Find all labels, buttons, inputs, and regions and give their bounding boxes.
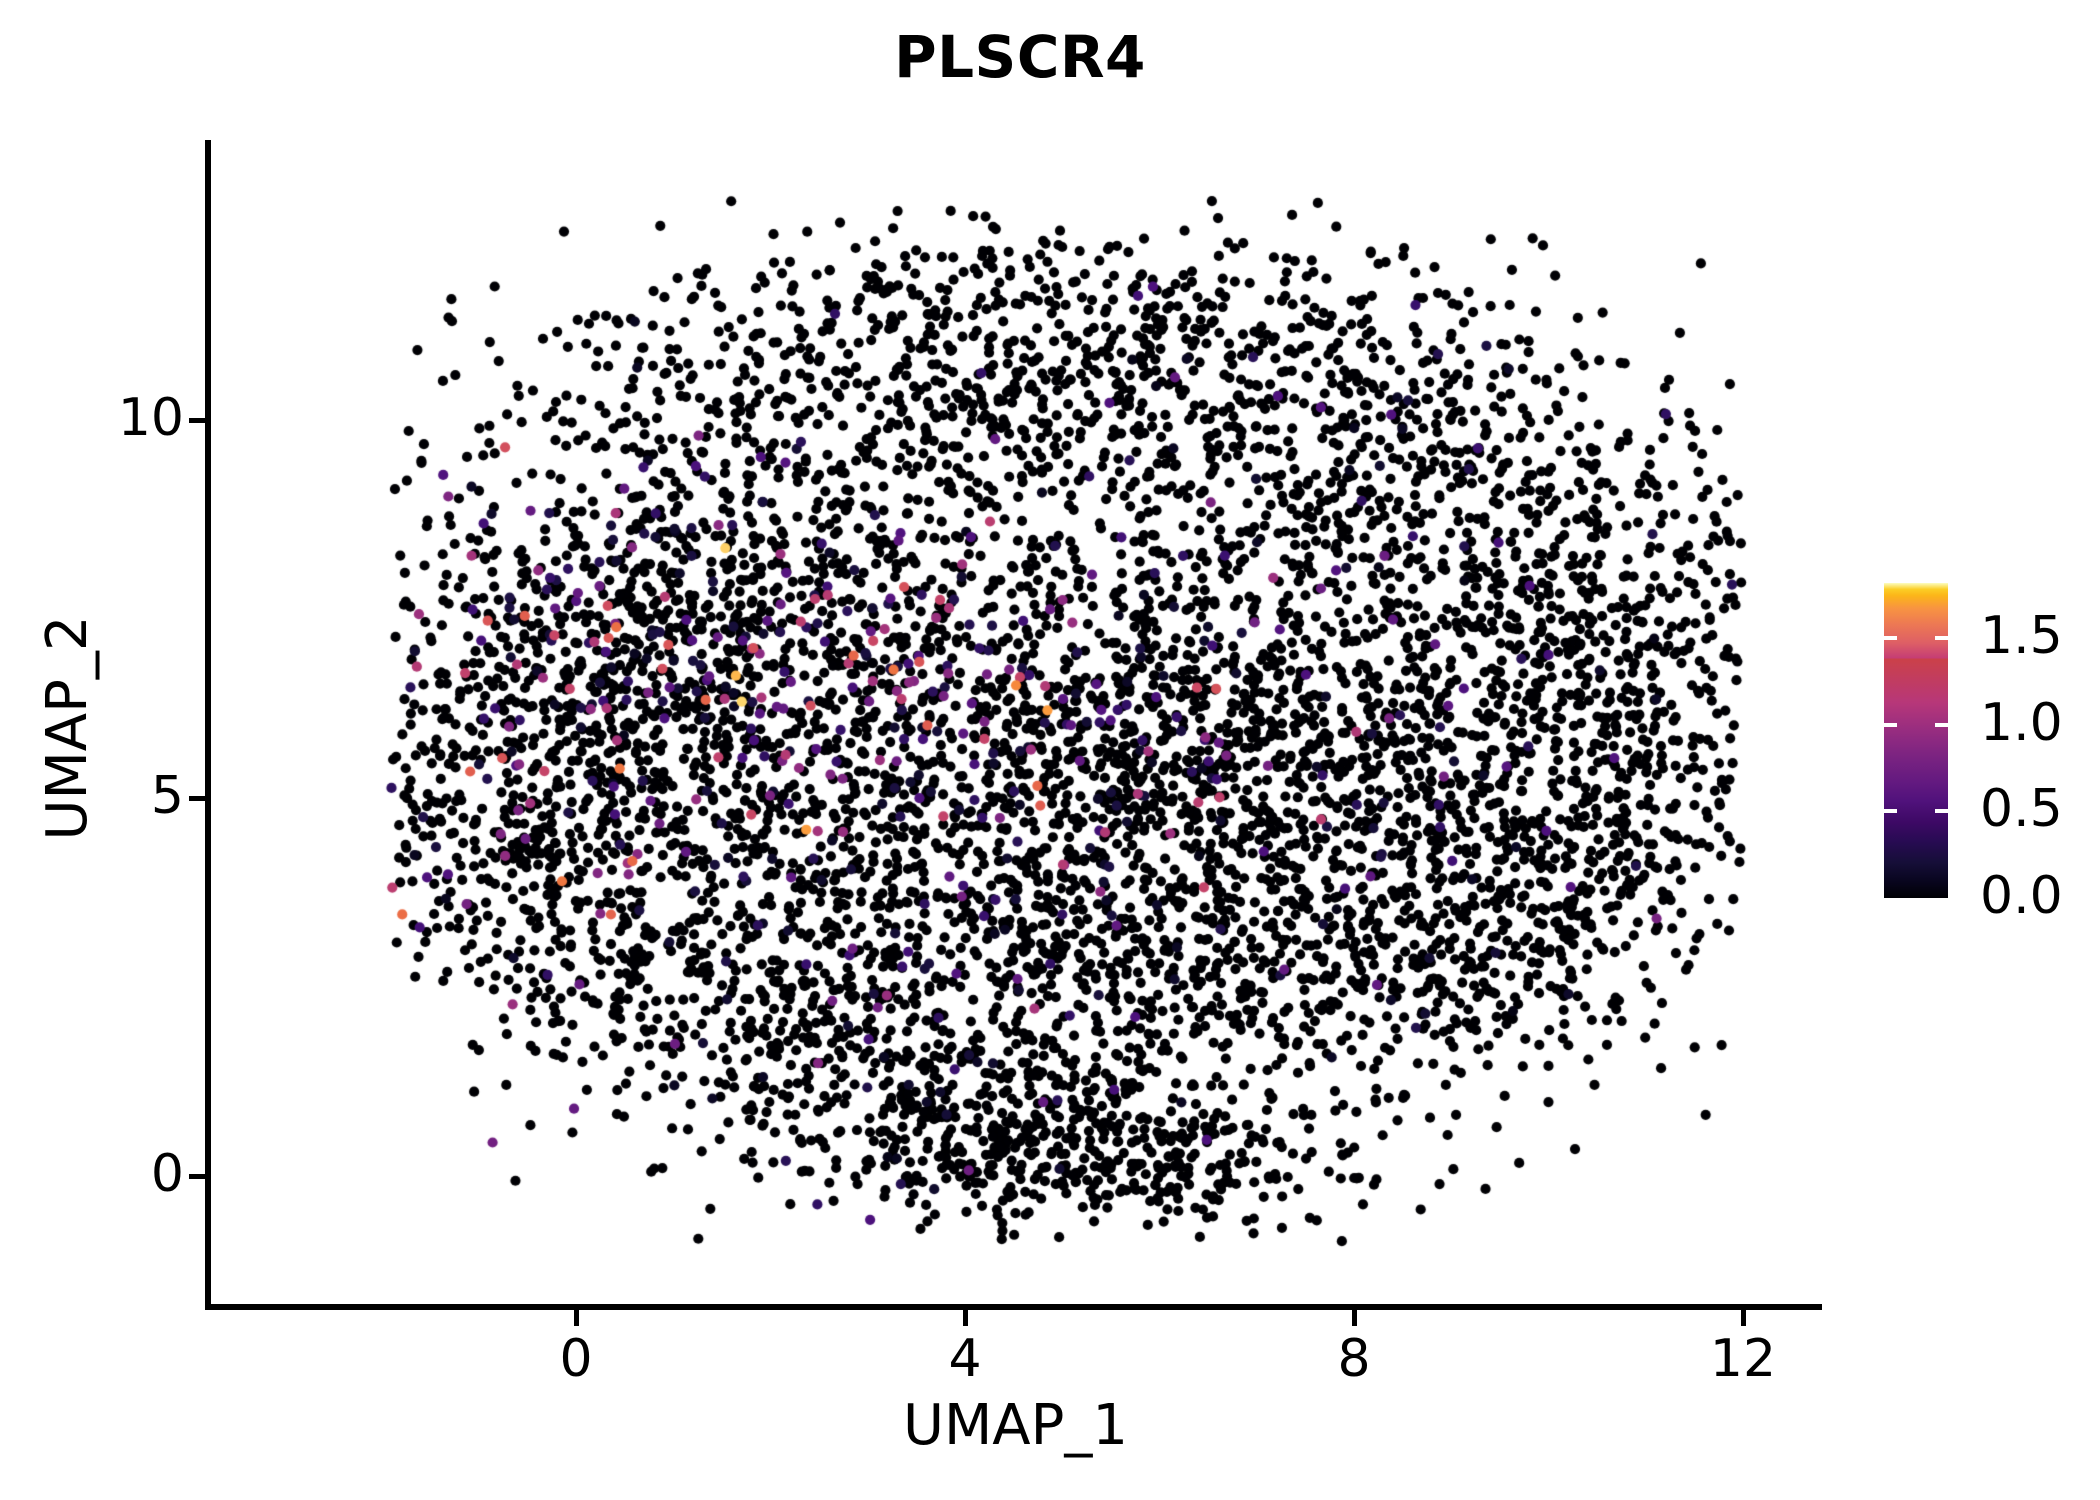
colorbar: 0.0 0.5 1.0 1.5 bbox=[1884, 583, 2084, 922]
y-axis-spine bbox=[205, 140, 211, 1310]
x-tick-mark bbox=[574, 1310, 579, 1326]
colorbar-tick-mark bbox=[1884, 636, 1897, 641]
colorbar-tick-mark bbox=[1884, 722, 1897, 727]
colorbar-tick-label: 1.0 bbox=[1980, 692, 2063, 753]
x-tick-label: 8 bbox=[1337, 1329, 1371, 1389]
scatter-points-layer bbox=[209, 140, 1822, 1307]
x-axis-spine bbox=[205, 1304, 1822, 1310]
y-tick-label: 10 bbox=[117, 388, 184, 448]
y-tick-label: 0 bbox=[150, 1144, 184, 1204]
colorbar-tick-label: 0.5 bbox=[1980, 779, 2063, 840]
x-tick-label: 12 bbox=[1709, 1329, 1777, 1389]
y-axis-title: UMAP_2 bbox=[35, 615, 100, 841]
x-tick-label: 4 bbox=[948, 1329, 982, 1389]
colorbar-tick-mark bbox=[1935, 722, 1948, 727]
colorbar-tick-label: 1.5 bbox=[1980, 606, 2063, 667]
colorbar-tick-label: 0.0 bbox=[1980, 866, 2063, 926]
x-tick-mark bbox=[1352, 1310, 1357, 1326]
x-tick-label: 0 bbox=[559, 1329, 593, 1389]
page-title: PLSCR4 bbox=[894, 23, 1146, 91]
y-tick-mark bbox=[189, 1174, 205, 1179]
x-axis-title: UMAP_1 bbox=[902, 1393, 1128, 1458]
y-tick-mark bbox=[189, 418, 205, 423]
y-tick-label: 5 bbox=[150, 766, 184, 826]
colorbar-tick-mark bbox=[1935, 636, 1948, 641]
x-tick-mark bbox=[1741, 1310, 1746, 1326]
colorbar-gradient bbox=[1884, 583, 1948, 898]
colorbar-tick-mark bbox=[1884, 809, 1897, 814]
x-tick-mark bbox=[963, 1310, 968, 1326]
y-tick-label-group: 0 5 10 bbox=[0, 0, 184, 1500]
y-tick-mark bbox=[189, 796, 205, 801]
colorbar-tick-mark bbox=[1935, 809, 1948, 814]
scatter-plot-area bbox=[209, 140, 1822, 1307]
